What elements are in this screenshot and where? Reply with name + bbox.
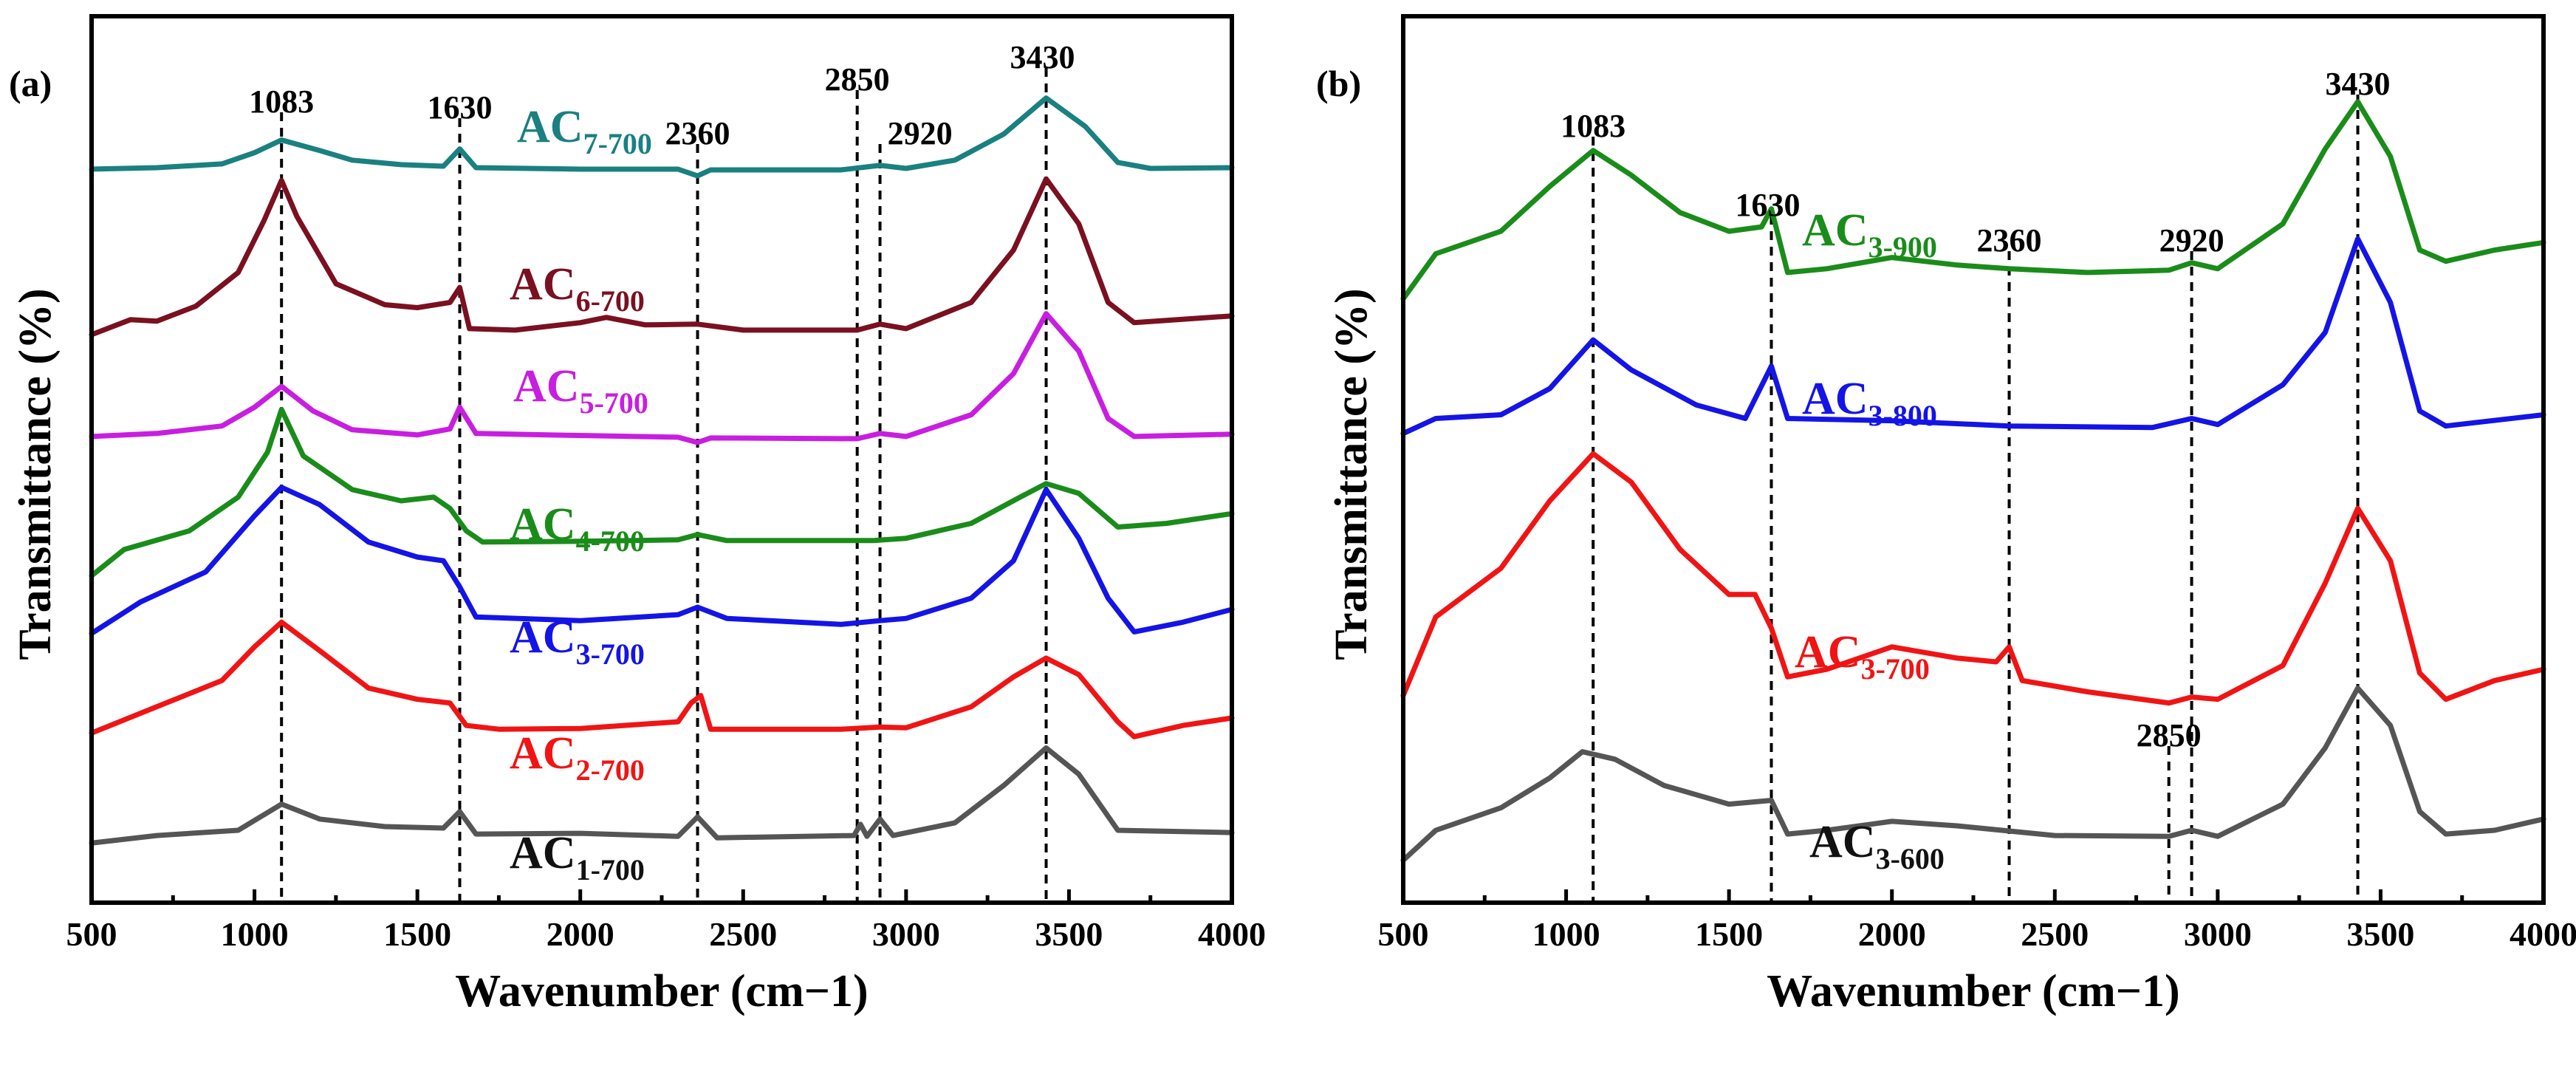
series-line-3-900	[1400, 99, 2546, 301]
series-label-base: AC	[510, 828, 576, 878]
peak-label-2920: 2920	[888, 115, 953, 151]
peak-label-1630: 1630	[1735, 187, 1800, 223]
chart-panel-1: 108316302360285029203430AC3-900AC3-800AC…	[1316, 14, 2576, 1016]
series-label-subscript: 6-700	[576, 284, 645, 318]
x-tick-label: 1000	[1532, 915, 1600, 953]
series-line-3-600	[1400, 685, 2546, 864]
peak-label-3430: 3430	[1010, 39, 1075, 75]
x-tick-label: 3000	[2184, 915, 2252, 953]
peak-label-1083: 1083	[1561, 108, 1626, 144]
series-line-4-700	[89, 406, 1235, 578]
x-tick-label: 1500	[1695, 915, 1763, 953]
x-tick-label: 2500	[709, 915, 777, 953]
peak-label-2850: 2850	[825, 61, 890, 98]
x-tick-label: 1000	[221, 915, 289, 953]
series-line-3-800	[1400, 236, 2546, 437]
series-label-1-700: AC1-700	[510, 828, 645, 886]
series-label-subscript: 3-700	[576, 637, 645, 671]
y-axis-title: Transmittance (%)	[1326, 288, 1377, 660]
x-tick-label: 2500	[2021, 915, 2089, 953]
series-label-base: AC	[1795, 627, 1861, 677]
panel-label: (a)	[9, 63, 52, 104]
series-label-subscript: 1-700	[576, 853, 645, 886]
series-line-3-700	[1400, 451, 2546, 706]
x-axis-title: Wavenumber (cm−1)	[1767, 966, 2179, 1016]
x-tick-label: 2000	[1858, 915, 1926, 953]
peak-label-1630: 1630	[427, 89, 492, 126]
series-label-base: AC	[517, 102, 583, 152]
series-label-subscript: 5-700	[580, 386, 648, 420]
series-label-7-700: AC7-700	[517, 102, 652, 160]
chart-panel-0: 1083 16302360285029203430AC7-700AC6-700AC…	[9, 14, 1266, 1016]
y-axis-title: Transmittance (%)	[10, 288, 61, 660]
series-line-1-700	[89, 745, 1235, 846]
series-label-3-700: AC3-700	[510, 612, 645, 671]
x-tick-label: 1500	[383, 915, 451, 953]
series-label-subscript: 2-700	[576, 753, 645, 787]
series-label-base: AC	[1809, 817, 1876, 867]
x-tick-label: 3000	[872, 915, 940, 953]
x-tick-label: 2000	[547, 915, 614, 953]
series-line-2-700	[89, 619, 1235, 739]
series-label-3-700: AC3-700	[1795, 627, 1930, 685]
series-line-5-700	[89, 311, 1235, 445]
x-axis-title: Wavenumber (cm−1)	[455, 966, 868, 1016]
x-tick-label: 4000	[1198, 915, 1266, 953]
x-tick-label: 500	[1378, 915, 1429, 953]
series-label-3-900: AC3-900	[1802, 205, 1937, 264]
peak-label-3430: 3430	[2326, 66, 2391, 102]
series-label-base: AC	[510, 499, 576, 550]
series-label-base: AC	[1802, 374, 1868, 424]
series-label-3-600: AC3-600	[1809, 817, 1945, 875]
x-tick-label: 500	[66, 915, 117, 953]
series-label-subscript: 3-700	[1861, 652, 1930, 685]
series-label-subscript: 3-800	[1868, 399, 1937, 432]
panel-label: (b)	[1316, 63, 1361, 104]
peak-label-2850: 2850	[2137, 717, 2202, 753]
series-label-base: AC	[510, 728, 576, 779]
series-label-3-800: AC3-800	[1802, 374, 1937, 432]
series-line-3-700	[89, 485, 1235, 636]
series-label-4-700: AC4-700	[510, 499, 645, 558]
peak-label-2920: 2920	[2159, 222, 2224, 259]
series-line-7-700	[89, 95, 1235, 179]
peak-label-2360: 2360	[1977, 222, 2042, 259]
series-label-5-700: AC5-700	[513, 361, 648, 420]
series-label-base: AC	[1802, 205, 1868, 256]
x-tick-label: 3500	[1035, 915, 1103, 953]
series-label-subscript: 4-700	[576, 524, 645, 558]
series-label-base: AC	[510, 259, 576, 310]
series-label-subscript: 3-900	[1868, 230, 1937, 264]
series-label-subscript: 3-600	[1876, 842, 1945, 875]
series-label-base: AC	[513, 361, 580, 411]
series-line-6-700	[89, 176, 1235, 338]
x-tick-label: 4000	[2510, 915, 2576, 953]
x-tick-label: 3500	[2346, 915, 2414, 953]
series-label-2-700: AC2-700	[510, 728, 645, 787]
series-label-subscript: 7-700	[583, 127, 652, 160]
series-label-base: AC	[510, 612, 576, 663]
peak-label-1083: 1083	[249, 83, 314, 120]
peak-label-2360: 2360	[665, 115, 730, 151]
series-label-6-700: AC6-700	[510, 259, 645, 318]
plot-frame	[1401, 14, 2546, 905]
